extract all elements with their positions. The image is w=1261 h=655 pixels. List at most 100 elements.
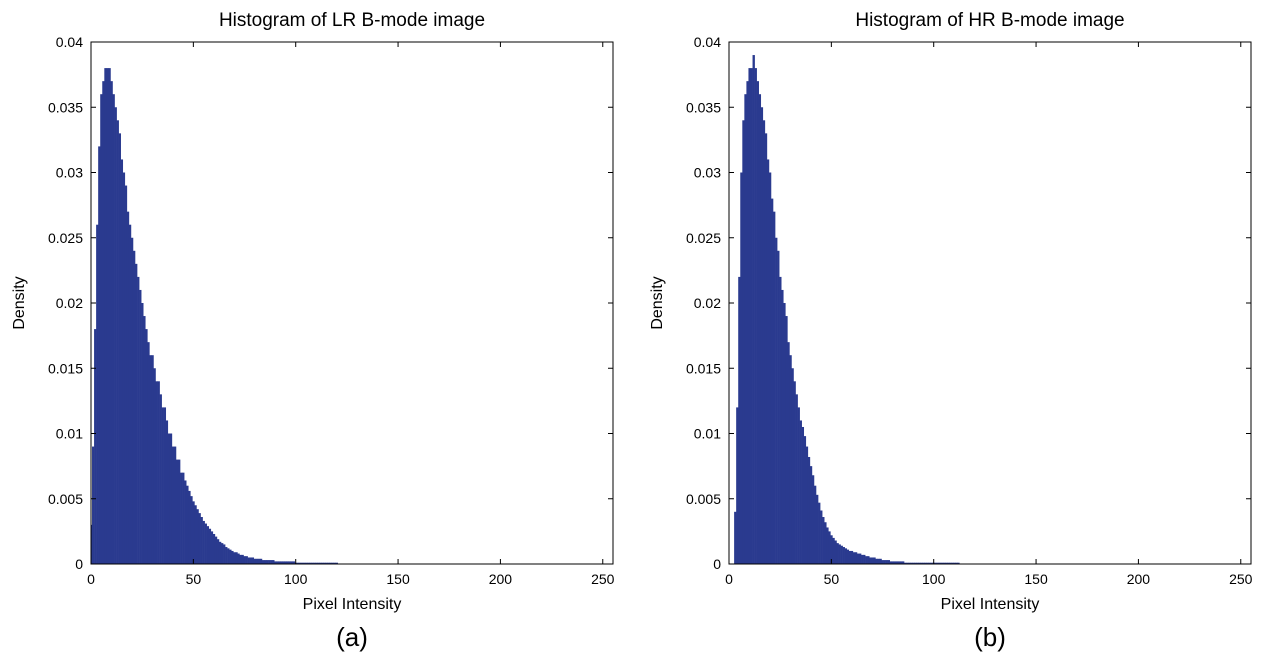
histogram-bar: [813, 485, 817, 564]
y-tick-label: 0.025: [686, 230, 721, 246]
histogram-bar: [155, 381, 158, 564]
histogram-bar: [744, 94, 747, 564]
histogram-bar: [286, 561, 289, 564]
chart-title-lr: Histogram of LR B-mode image: [219, 10, 485, 31]
histogram-bar: [816, 494, 819, 564]
y-tick-label: 0.01: [56, 426, 83, 442]
histogram-bar: [848, 550, 852, 564]
histogram-bar: [777, 250, 780, 565]
histogram-bar: [315, 562, 318, 564]
histogram-bar: [321, 562, 324, 564]
histogram-bar: [247, 557, 250, 564]
histogram-bar: [953, 562, 956, 564]
histogram-bar: [756, 81, 759, 565]
histogram-bar: [875, 558, 878, 564]
histogram-bar: [212, 533, 216, 564]
y-tick-label: 0.015: [686, 360, 721, 376]
y-ticks-lr: 0 0.005 0.01 0.015 0.02 0.025 0.03 0.035 0.04: [48, 34, 613, 572]
histogram-bar: [153, 368, 156, 564]
histogram-bar: [799, 420, 802, 564]
histogram-bar: [143, 316, 146, 564]
histogram-bar: [288, 561, 291, 564]
histogram-bar: [779, 276, 782, 564]
histogram-bar: [296, 562, 300, 564]
histogram-bar: [873, 557, 876, 564]
histogram-bar: [949, 562, 952, 564]
histogram-bar: [268, 560, 271, 564]
histogram-bar: [957, 562, 960, 564]
y-tick-label: 0.04: [694, 34, 721, 50]
histogram-bar: [255, 558, 259, 564]
histogram-bar: [159, 394, 162, 564]
x-tick-label: 100: [922, 571, 946, 587]
histogram-bar: [98, 146, 101, 564]
x-tick-label: 200: [1127, 571, 1151, 587]
y-tick-label: 0.025: [48, 230, 83, 246]
histogram-bar: [329, 562, 332, 564]
histogram-bar: [934, 562, 938, 564]
histogram-bar: [869, 557, 872, 564]
histogram-bar: [110, 81, 113, 565]
histogram-bar: [245, 556, 248, 564]
histogram-bar: [766, 159, 770, 564]
histogram-bar: [885, 560, 888, 564]
histogram-bar: [889, 561, 893, 564]
histogram-bar: [94, 329, 97, 564]
histogram-bar: [304, 562, 308, 564]
histogram-bar: [335, 562, 338, 564]
histogram-bar: [828, 531, 831, 565]
histogram-bar: [128, 224, 132, 564]
histogram-bar: [809, 466, 813, 565]
histogram-bars-hr: [734, 55, 960, 565]
histogram-bar: [208, 528, 212, 564]
histogram-bar: [811, 475, 815, 564]
histogram-bar: [311, 562, 314, 564]
panel-lr-histogram: Histogram of LR B-mode image 0 50 100 150 20…: [11, 10, 615, 652]
histogram-bar: [163, 407, 167, 564]
histogram-bar: [274, 561, 277, 564]
histogram-bar: [834, 540, 837, 564]
histogram-bar: [108, 68, 111, 564]
histogram-bar: [194, 505, 197, 564]
histogram-bar: [740, 172, 743, 564]
histogram-bar: [313, 562, 316, 564]
histogram-bar: [323, 562, 326, 564]
histogram-bar: [955, 562, 958, 564]
histogram-bar: [178, 459, 181, 564]
histogram-bar: [276, 561, 279, 564]
histogram-bar: [789, 355, 792, 564]
histogram-bar: [180, 472, 183, 564]
histogram-bar: [306, 562, 310, 564]
histogram-bar: [225, 547, 228, 564]
chart-title-hr: Histogram of HR B-mode image: [855, 10, 1124, 31]
histogram-bar: [908, 562, 911, 564]
histogram-bar: [139, 289, 142, 564]
histogram-bar: [227, 548, 230, 564]
histogram-bar: [298, 562, 302, 564]
histogram-bar: [196, 509, 199, 564]
histogram-bar: [149, 355, 152, 564]
histogram-bar: [204, 523, 207, 564]
x-tick-label: 50: [824, 571, 840, 587]
histogram-bar: [263, 560, 267, 564]
histogram-bar: [92, 446, 95, 564]
histogram-bar: [895, 561, 899, 564]
histogram-bar: [850, 550, 854, 564]
histogram-bar: [883, 560, 886, 564]
histogram-bar: [775, 237, 778, 564]
y-tick-label: 0: [713, 556, 721, 572]
histogram-bar: [840, 545, 843, 564]
histogram-bar: [930, 562, 933, 564]
histogram-bar: [188, 490, 191, 564]
histogram-bar: [261, 560, 265, 564]
histogram-bar: [912, 562, 915, 564]
histogram-bar: [216, 539, 220, 564]
histogram-bar: [130, 237, 134, 564]
histogram-bar: [944, 562, 948, 564]
x-tick-label: 0: [87, 571, 95, 587]
histogram-bars-lr: [91, 68, 338, 565]
y-axis-label-lr: Density: [11, 276, 28, 329]
histogram-bar: [871, 557, 874, 564]
histogram-bar: [100, 94, 103, 564]
x-axis-label-hr: Pixel Intensity: [941, 596, 1040, 613]
